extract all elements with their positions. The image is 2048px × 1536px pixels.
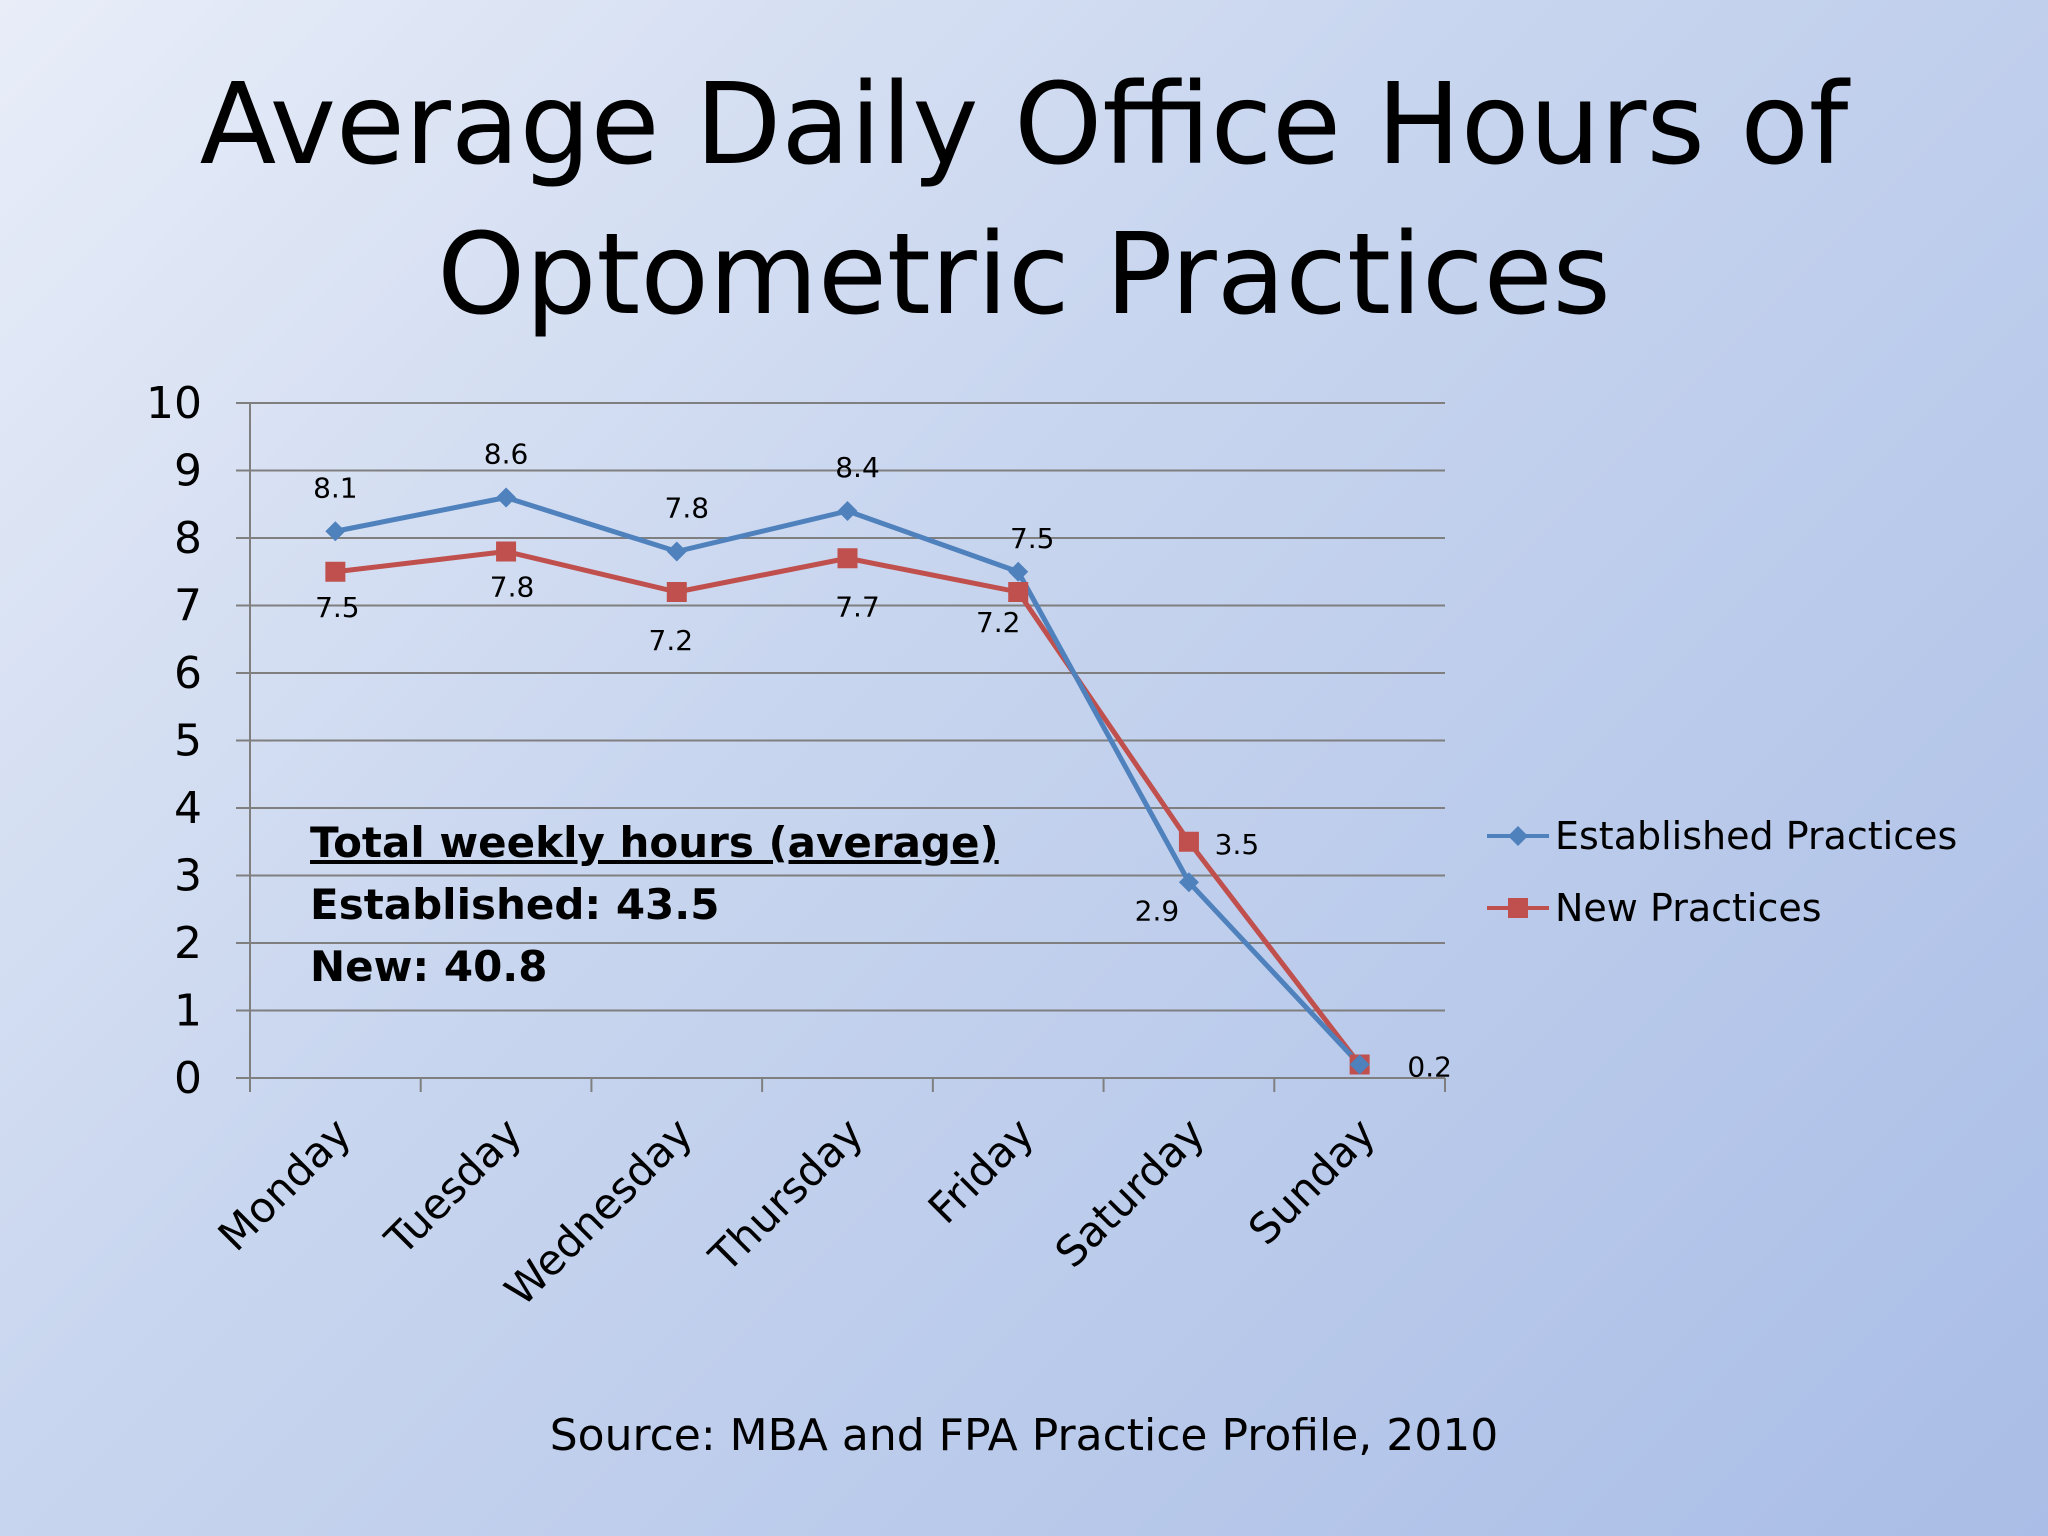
summary-heading: Total weekly hours (average) (310, 818, 999, 867)
data-label: 7.5 (1010, 522, 1055, 555)
y-tick-label: 6 (174, 648, 202, 699)
x-tick-label: Saturday (1046, 1108, 1214, 1276)
x-tick-label: Tuesday (375, 1108, 531, 1264)
title-line-2: Optometric Practices (437, 210, 1611, 340)
data-point-established (837, 501, 858, 521)
legend-label-new: New Practices (1555, 886, 1822, 930)
y-tick-label: 0 (174, 1053, 202, 1104)
y-tick-label: 3 (174, 851, 202, 902)
chart-legend: Established Practices New Practices (1485, 800, 1957, 944)
data-label: 7.2 (649, 624, 694, 657)
legend-swatch-established (1487, 826, 1549, 846)
legend-swatch-new (1487, 898, 1549, 918)
x-tick-label: Monday (209, 1108, 361, 1260)
data-label: 8.1 (313, 471, 358, 504)
data-point-established (496, 487, 517, 508)
data-label: 7.2 (976, 606, 1021, 639)
data-label: 7.8 (665, 492, 710, 525)
legend-label-established: Established Practices (1555, 814, 1958, 858)
weekly-hours-summary: Total weekly hours (average) Established… (310, 812, 999, 998)
data-point-established (1178, 872, 1199, 893)
y-tick-label: 2 (174, 918, 202, 969)
data-point-established (1008, 561, 1029, 582)
y-tick-label: 5 (174, 716, 202, 767)
data-point-new (325, 561, 346, 582)
legend-item-new: New Practices (1485, 872, 1957, 944)
data-label: 3.5 (1215, 828, 1260, 861)
y-tick-label: 7 (174, 581, 202, 632)
slide-title: Average Daily Office Hours of Optometric… (0, 50, 2048, 350)
x-tick-label: Thursday (699, 1108, 872, 1281)
data-point-new (666, 582, 687, 602)
source-note: Source: MBA and FPA Practice Profile, 20… (549, 1410, 1499, 1461)
data-point-established (325, 521, 346, 542)
data-point-new (837, 548, 858, 569)
data-point-established (1349, 1054, 1370, 1075)
data-label: 7.8 (490, 571, 535, 604)
data-label: 8.6 (484, 438, 529, 471)
data-point-new (1178, 831, 1199, 852)
data-label: 7.5 (315, 591, 360, 624)
y-tick-label: 10 (146, 378, 202, 429)
data-label: 8.4 (835, 451, 880, 484)
data-label: 7.7 (835, 590, 880, 623)
legend-item-established: Established Practices (1485, 800, 1957, 872)
x-tick-label: Sunday (1239, 1108, 1385, 1254)
data-point-established (666, 541, 687, 562)
y-tick-label: 1 (174, 986, 202, 1037)
data-point-new (496, 541, 517, 562)
y-tick-label: 4 (174, 783, 202, 834)
title-line-1: Average Daily Office Hours of (199, 60, 1849, 190)
y-tick-label: 9 (174, 446, 202, 497)
data-label: 2.9 (1135, 894, 1180, 927)
summary-new: New: 40.8 (310, 942, 548, 991)
y-tick-label: 8 (174, 513, 202, 564)
data-label: 0.2 (1407, 1051, 1452, 1084)
data-point-new (1008, 582, 1029, 602)
summary-established: Established: 43.5 (310, 880, 720, 929)
x-tick-label: Friday (919, 1108, 1044, 1233)
